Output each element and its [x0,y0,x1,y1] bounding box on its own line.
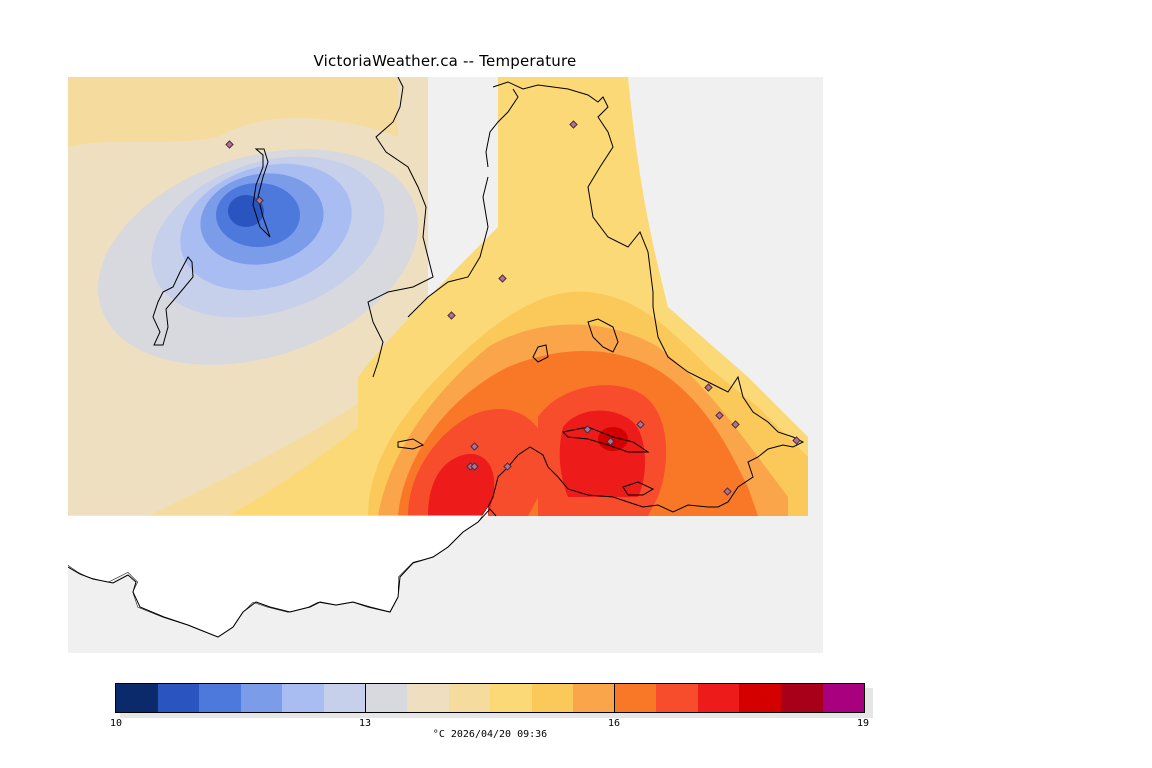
station-marker[interactable] [583,425,592,434]
colorbar-swatch [739,684,781,712]
colorbar-label-16: 16 [607,718,621,729]
station-marker[interactable] [715,411,724,420]
colorbar-swatch [697,684,740,712]
station-marker[interactable] [606,437,615,446]
units-timestamp: °C 2026/04/20 09:36 [432,729,548,740]
colorbar-swatch [116,684,158,712]
weather-stations [225,120,801,496]
station-marker[interactable] [704,383,713,392]
colorbar-swatch [781,684,823,712]
colorbar-swatch [531,684,574,712]
olympic-land [68,507,488,637]
colorbar-swatch [573,684,615,712]
colorbar-swatch [157,684,200,712]
colorbar-tick-16 [614,683,615,713]
station-marker[interactable] [723,487,732,496]
colorbar-swatch [365,684,407,712]
islands [152,148,655,496]
colorbar-tick-13 [365,683,366,713]
colorbar-swatch [822,684,865,712]
station-marker[interactable] [255,196,264,205]
colorbar-swatch [614,684,657,712]
colorbar-label-19: 19 [856,718,870,729]
station-marker[interactable] [470,442,479,451]
colorbar-swatch [490,684,532,712]
station-marker[interactable] [470,462,479,471]
temperature-map [68,77,823,653]
colorbar-swatch [323,684,366,712]
colorbar-swatch [199,684,241,712]
olympic-coast [68,508,497,638]
colorbar-swatch [406,684,449,712]
colorbar-label-13: 13 [358,718,372,729]
station-marker[interactable] [569,120,578,129]
map-title: VictoriaWeather.ca -- Temperature [313,52,577,70]
colorbar-swatch [282,684,324,712]
colorbar-swatch [448,684,491,712]
temperature-contours [68,77,808,516]
station-marker[interactable] [731,420,740,429]
station-marker[interactable] [792,436,801,445]
station-marker[interactable] [636,420,645,429]
colorbar-label-10: 10 [109,718,123,729]
colorbar-swatch [240,684,283,712]
station-marker[interactable] [225,140,234,149]
temperature-colorbar [115,683,865,713]
station-marker[interactable] [503,462,512,471]
station-marker[interactable] [447,311,456,320]
station-marker[interactable] [498,274,507,283]
colorbar-swatch [656,684,698,712]
